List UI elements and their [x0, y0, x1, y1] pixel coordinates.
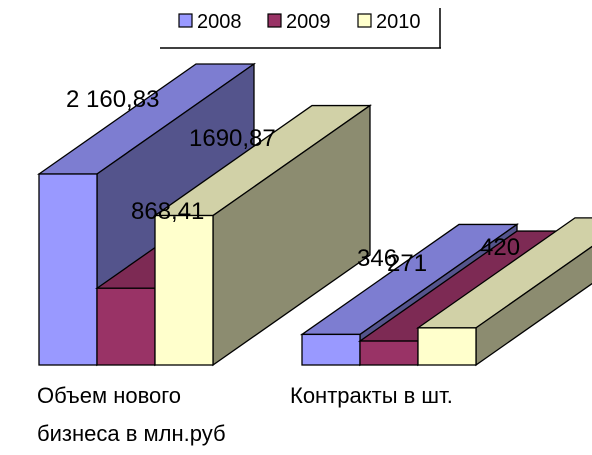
- bar-2010-1: [415, 217, 592, 367]
- bar-front-face: [154, 214, 214, 366]
- data-label-2009-0: 868,41: [131, 198, 204, 225]
- category-label-1: Контракты в шт.: [290, 383, 453, 408]
- bar-front-face: [359, 340, 419, 366]
- data-label-2008-1: 346: [357, 245, 397, 272]
- data-label-2010-0: 1690,87: [189, 125, 276, 152]
- legend-label-2009: 2009: [286, 11, 331, 33]
- legend-swatch-2008: [178, 13, 193, 28]
- bars: [36, 62, 592, 367]
- legend-label-2008: 2008: [197, 11, 242, 33]
- bar-2010-0: [152, 104, 373, 367]
- category-label-0: бизнеса в млн.руб: [37, 421, 226, 446]
- data-label-2010-1: 420: [480, 234, 520, 261]
- bar-front-face: [38, 173, 98, 366]
- category-label-0: Объем нового: [37, 383, 181, 408]
- legend-swatch-2009: [267, 13, 282, 28]
- category-labels: Объем нового бизнеса в млн.руб Контракты в…: [37, 383, 453, 446]
- legend-label-2010: 2010: [376, 11, 421, 33]
- data-label-2009-1: 271: [387, 250, 427, 277]
- data-label-2008-0: 2 160,83: [66, 86, 159, 113]
- legend-swatch-2010: [357, 13, 372, 28]
- bar-front-face: [96, 287, 156, 366]
- legend: 2008 2009 2010: [160, 8, 441, 49]
- data-labels: 2 160,83 346 868,41 271 1690,87 420: [66, 86, 520, 277]
- bar-front-face: [301, 333, 361, 366]
- bar-front-face: [417, 327, 477, 366]
